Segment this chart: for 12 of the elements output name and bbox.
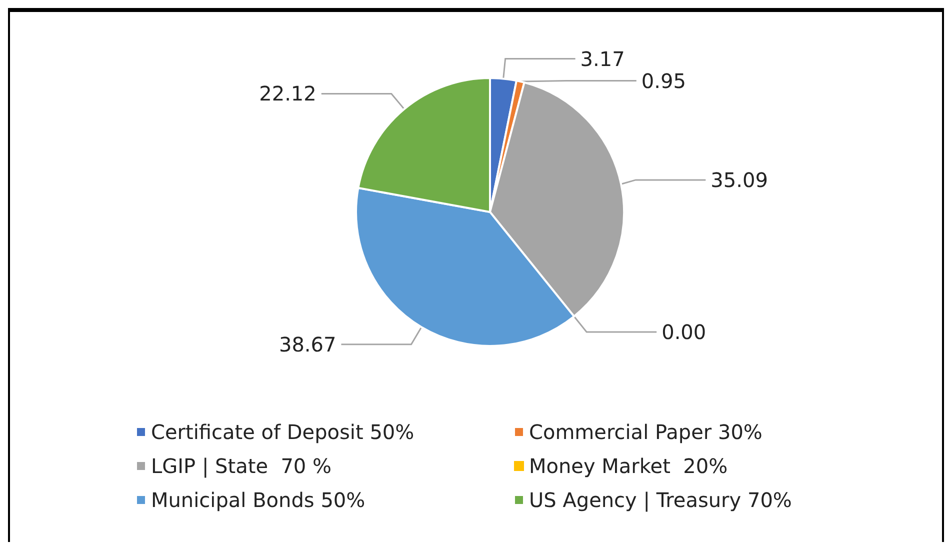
legend-label: Money Market 20% bbox=[529, 454, 728, 478]
data-label: 22.12 bbox=[259, 82, 316, 106]
data-label: 3.17 bbox=[580, 46, 625, 71]
legend-label: Commercial Paper 30% bbox=[529, 420, 762, 444]
legend-label: US Agency | Treasury 70% bbox=[529, 488, 792, 512]
legend-label: LGIP | State 70 % bbox=[151, 454, 332, 478]
legend-label: Municipal Bonds 50% bbox=[151, 488, 366, 512]
legend-label: Certificate of Deposit 50% bbox=[151, 420, 414, 444]
data-label: 35.09 bbox=[710, 168, 768, 192]
data-label: 38.67 bbox=[278, 332, 336, 356]
data-label: 0.95 bbox=[641, 68, 686, 93]
text: 0.00 bbox=[662, 320, 706, 344]
